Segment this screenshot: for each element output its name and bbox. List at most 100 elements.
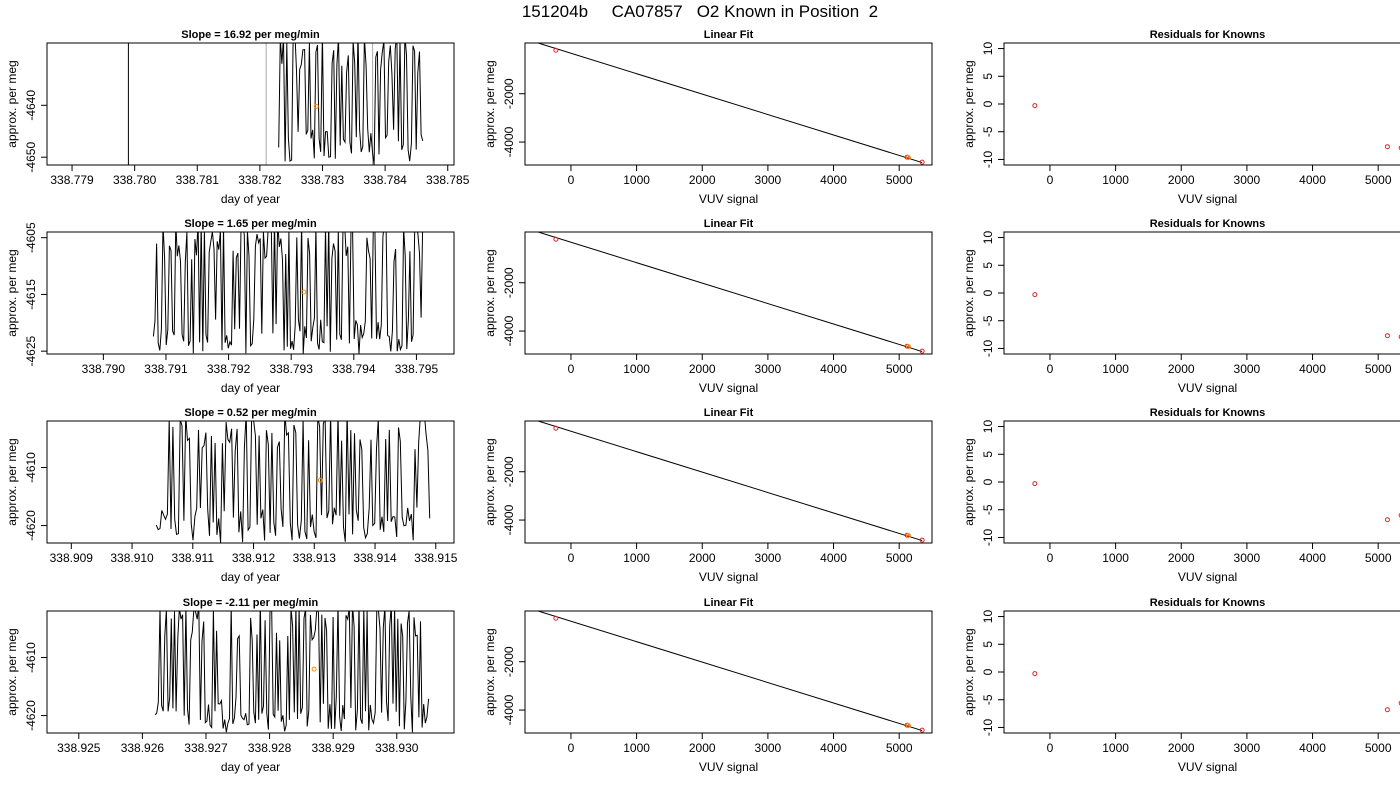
- x-axis-label: VUV signal: [1178, 192, 1237, 206]
- panel-4-2: Linear Fit VUV signal approx. per meg 0 1000…: [483, 597, 933, 774]
- y-tick-label: -4000: [502, 315, 516, 346]
- y-tick-label: 10: [981, 610, 995, 624]
- x-axis-label: VUV signal: [699, 192, 758, 206]
- y-axis-label: approx. per meg: [962, 60, 976, 147]
- y-axis-label: approx. per meg: [483, 60, 497, 147]
- x-tick-label: 338.795: [395, 362, 439, 376]
- panel-title: Residuals for Knowns: [1150, 597, 1266, 609]
- x-tick-label: 1000: [1102, 362, 1129, 376]
- x-tick-label: 4000: [1299, 362, 1326, 376]
- x-tick-label: 0: [1047, 741, 1054, 755]
- y-tick-label: -4000: [502, 504, 516, 535]
- y-axis-label: approx. per meg: [5, 438, 19, 525]
- x-tick-label: 5000: [886, 551, 913, 565]
- x-tick-label: 2000: [689, 362, 716, 376]
- panel-2-2: Linear Fit VUV signal approx. per meg 0 1000…: [483, 218, 933, 395]
- panel-4-3: Residuals for Knowns VUV signal approx. pe…: [962, 597, 1400, 774]
- fit-point: [905, 533, 911, 539]
- y-tick-label: -4610: [24, 642, 38, 673]
- x-tick-label: 2000: [689, 551, 716, 565]
- x-tick-label: 3000: [1234, 551, 1261, 565]
- panel-4-1: Slope = -2.11 per meg/min day of year appr…: [5, 597, 455, 774]
- x-tick-label: 338.929: [311, 741, 355, 755]
- x-tick-label: 1000: [1102, 741, 1129, 755]
- data-layer: [537, 43, 925, 165]
- panel-title: Linear Fit: [704, 218, 754, 230]
- x-axis-label: VUV signal: [1178, 570, 1237, 584]
- x-axis-label: VUV signal: [699, 381, 758, 395]
- known-point: [553, 236, 559, 242]
- known-point: [1384, 517, 1390, 523]
- y-tick-label: 5: [981, 73, 995, 80]
- data-layer: [1032, 671, 1400, 713]
- known-point: [1384, 333, 1390, 339]
- x-tick-label: 4000: [1299, 741, 1326, 755]
- x-tick-label: 338.784: [363, 173, 407, 187]
- x-tick-label: 5000: [1365, 173, 1392, 187]
- known-point: [1398, 513, 1400, 518]
- known-point: [919, 348, 925, 354]
- y-axis-label: approx. per meg: [962, 438, 976, 525]
- y-tick-label: 10: [981, 420, 995, 434]
- known-point: [1032, 103, 1038, 109]
- y-tick-label: 0: [981, 289, 995, 296]
- x-tick-label: 5000: [1365, 362, 1392, 376]
- x-tick-label: 5000: [1365, 741, 1392, 755]
- panel-1-3: Residuals for Knowns VUV signal approx. pe…: [962, 29, 1400, 206]
- fit-point: [905, 155, 911, 161]
- data-layer: [127, 43, 424, 165]
- y-tick-label: -2000: [502, 646, 516, 677]
- known-point: [1032, 671, 1038, 677]
- x-tick-label: 338.912: [232, 551, 276, 565]
- data-trace: [152, 232, 424, 354]
- x-tick-label: 3000: [755, 362, 782, 376]
- y-axis-label: approx. per meg: [5, 628, 19, 715]
- y-axis-label: approx. per meg: [483, 628, 497, 715]
- y-tick-label: -4640: [24, 90, 38, 121]
- x-tick-label: 338.781: [176, 173, 220, 187]
- panel-title: Slope = -2.11 per meg/min: [183, 597, 319, 609]
- x-tick-label: 5000: [886, 741, 913, 755]
- data-trace: [155, 421, 431, 543]
- panel-1-2: Linear Fit VUV signal approx. per meg 0 1000…: [483, 29, 933, 206]
- x-tick-label: 2000: [1168, 551, 1195, 565]
- y-axis-label: approx. per meg: [962, 628, 976, 715]
- known-point: [553, 615, 559, 621]
- x-tick-label: 338.783: [301, 173, 345, 187]
- y-tick-label: -5: [981, 694, 995, 705]
- x-tick-label: 338.915: [414, 551, 458, 565]
- x-axis-label: day of year: [221, 760, 280, 774]
- y-tick-label: -5: [981, 504, 995, 515]
- known-point: [553, 47, 559, 53]
- data-layer: [152, 232, 424, 354]
- panel-title: Slope = 0.52 per meg/min: [184, 407, 317, 419]
- y-tick-label: -4615: [24, 279, 38, 310]
- y-tick-label: -4625: [24, 335, 38, 366]
- x-tick-label: 0: [1047, 173, 1054, 187]
- y-tick-label: -2000: [502, 456, 516, 487]
- panel-3-3: Residuals for Knowns VUV signal approx. pe…: [962, 407, 1400, 584]
- x-tick-label: 3000: [1234, 362, 1261, 376]
- x-tick-label: 1000: [1102, 551, 1129, 565]
- x-tick-label: 3000: [1234, 173, 1261, 187]
- x-tick-label: 3000: [755, 551, 782, 565]
- y-axis-label: approx. per meg: [5, 60, 19, 147]
- x-tick-label: 2000: [1168, 362, 1195, 376]
- mean-marker: [311, 666, 317, 672]
- x-tick-label: 1000: [623, 741, 650, 755]
- mean-marker: [317, 477, 323, 483]
- panel-title: Slope = 16.92 per meg/min: [181, 29, 320, 41]
- data-layer: [154, 611, 430, 733]
- fit-line: [537, 43, 923, 164]
- known-point: [1032, 481, 1038, 487]
- x-tick-label: 338.925: [57, 741, 101, 755]
- panel-2-1: Slope = 1.65 per meg/min day of year appro…: [5, 218, 455, 395]
- plot-frame: [524, 610, 933, 734]
- panel-title: Linear Fit: [704, 597, 754, 609]
- y-tick-label: -4000: [502, 694, 516, 725]
- data-trace: [278, 43, 424, 165]
- x-tick-label: 1000: [623, 173, 650, 187]
- x-tick-label: 338.793: [270, 362, 314, 376]
- x-axis-label: day of year: [221, 570, 280, 584]
- data-layer: [537, 232, 925, 354]
